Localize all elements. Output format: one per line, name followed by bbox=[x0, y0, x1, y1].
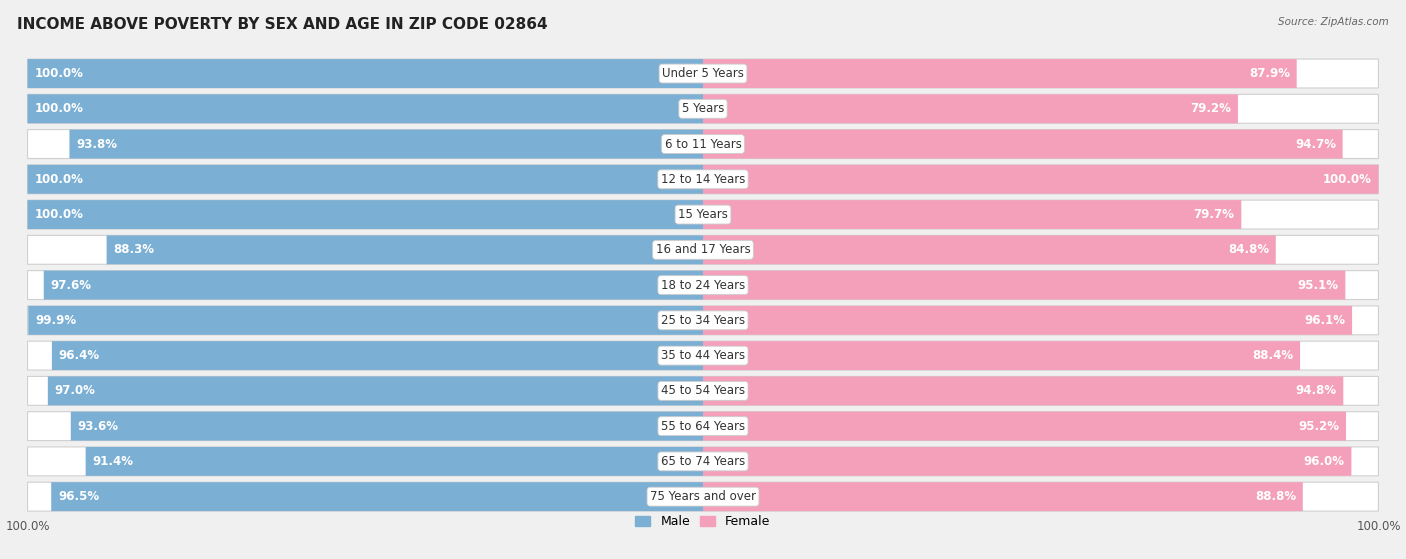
FancyBboxPatch shape bbox=[28, 447, 1378, 476]
FancyBboxPatch shape bbox=[28, 306, 703, 335]
Text: 18 to 24 Years: 18 to 24 Years bbox=[661, 278, 745, 292]
FancyBboxPatch shape bbox=[28, 59, 1378, 88]
Text: 35 to 44 Years: 35 to 44 Years bbox=[661, 349, 745, 362]
FancyBboxPatch shape bbox=[28, 165, 1378, 194]
Legend: Male, Female: Male, Female bbox=[630, 510, 776, 533]
FancyBboxPatch shape bbox=[703, 411, 1346, 440]
FancyBboxPatch shape bbox=[703, 94, 1237, 123]
FancyBboxPatch shape bbox=[703, 235, 1275, 264]
FancyBboxPatch shape bbox=[28, 411, 1378, 440]
FancyBboxPatch shape bbox=[703, 376, 1343, 405]
FancyBboxPatch shape bbox=[703, 200, 1241, 229]
FancyBboxPatch shape bbox=[703, 306, 1353, 335]
Text: 79.2%: 79.2% bbox=[1191, 102, 1232, 115]
Text: 87.9%: 87.9% bbox=[1249, 67, 1289, 80]
Text: 100.0%: 100.0% bbox=[34, 67, 83, 80]
FancyBboxPatch shape bbox=[28, 94, 1378, 123]
Text: INCOME ABOVE POVERTY BY SEX AND AGE IN ZIP CODE 02864: INCOME ABOVE POVERTY BY SEX AND AGE IN Z… bbox=[17, 17, 547, 32]
Text: 94.7%: 94.7% bbox=[1295, 138, 1336, 150]
Text: Source: ZipAtlas.com: Source: ZipAtlas.com bbox=[1278, 17, 1389, 27]
Text: 96.1%: 96.1% bbox=[1305, 314, 1346, 327]
FancyBboxPatch shape bbox=[28, 341, 1378, 370]
Text: 88.4%: 88.4% bbox=[1253, 349, 1294, 362]
Text: Under 5 Years: Under 5 Years bbox=[662, 67, 744, 80]
FancyBboxPatch shape bbox=[28, 376, 1378, 405]
FancyBboxPatch shape bbox=[703, 130, 1343, 159]
Text: 100.0%: 100.0% bbox=[1323, 173, 1372, 186]
FancyBboxPatch shape bbox=[28, 235, 1378, 264]
Text: 96.0%: 96.0% bbox=[1303, 455, 1344, 468]
Text: 96.4%: 96.4% bbox=[59, 349, 100, 362]
Text: 84.8%: 84.8% bbox=[1227, 243, 1270, 257]
Text: 5 Years: 5 Years bbox=[682, 102, 724, 115]
Text: 91.4%: 91.4% bbox=[93, 455, 134, 468]
FancyBboxPatch shape bbox=[703, 341, 1301, 370]
FancyBboxPatch shape bbox=[86, 447, 703, 476]
Text: 93.6%: 93.6% bbox=[77, 420, 118, 433]
Text: 99.9%: 99.9% bbox=[35, 314, 76, 327]
FancyBboxPatch shape bbox=[52, 341, 703, 370]
Text: 79.7%: 79.7% bbox=[1194, 208, 1234, 221]
FancyBboxPatch shape bbox=[28, 94, 703, 123]
Text: 97.0%: 97.0% bbox=[55, 385, 96, 397]
FancyBboxPatch shape bbox=[703, 447, 1351, 476]
Text: 12 to 14 Years: 12 to 14 Years bbox=[661, 173, 745, 186]
FancyBboxPatch shape bbox=[28, 165, 703, 194]
Text: 75 Years and over: 75 Years and over bbox=[650, 490, 756, 503]
Text: 16 and 17 Years: 16 and 17 Years bbox=[655, 243, 751, 257]
Text: 95.2%: 95.2% bbox=[1298, 420, 1340, 433]
Text: 15 Years: 15 Years bbox=[678, 208, 728, 221]
FancyBboxPatch shape bbox=[703, 271, 1346, 300]
Text: 94.8%: 94.8% bbox=[1295, 385, 1337, 397]
FancyBboxPatch shape bbox=[28, 271, 1378, 300]
FancyBboxPatch shape bbox=[28, 306, 1378, 335]
FancyBboxPatch shape bbox=[28, 482, 1378, 511]
FancyBboxPatch shape bbox=[48, 376, 703, 405]
FancyBboxPatch shape bbox=[69, 130, 703, 159]
Text: 45 to 54 Years: 45 to 54 Years bbox=[661, 385, 745, 397]
FancyBboxPatch shape bbox=[703, 165, 1378, 194]
FancyBboxPatch shape bbox=[28, 200, 703, 229]
Text: 95.1%: 95.1% bbox=[1298, 278, 1339, 292]
Text: 97.6%: 97.6% bbox=[51, 278, 91, 292]
FancyBboxPatch shape bbox=[70, 411, 703, 440]
Text: 100.0%: 100.0% bbox=[34, 102, 83, 115]
Text: 88.3%: 88.3% bbox=[114, 243, 155, 257]
Text: 65 to 74 Years: 65 to 74 Years bbox=[661, 455, 745, 468]
Text: 88.8%: 88.8% bbox=[1256, 490, 1296, 503]
Text: 100.0%: 100.0% bbox=[34, 208, 83, 221]
FancyBboxPatch shape bbox=[28, 130, 1378, 159]
FancyBboxPatch shape bbox=[107, 235, 703, 264]
Text: 6 to 11 Years: 6 to 11 Years bbox=[665, 138, 741, 150]
FancyBboxPatch shape bbox=[703, 59, 1296, 88]
FancyBboxPatch shape bbox=[703, 482, 1303, 511]
Text: 96.5%: 96.5% bbox=[58, 490, 98, 503]
FancyBboxPatch shape bbox=[28, 59, 703, 88]
FancyBboxPatch shape bbox=[28, 200, 1378, 229]
Text: 55 to 64 Years: 55 to 64 Years bbox=[661, 420, 745, 433]
Text: 93.8%: 93.8% bbox=[76, 138, 117, 150]
Text: 25 to 34 Years: 25 to 34 Years bbox=[661, 314, 745, 327]
Text: 100.0%: 100.0% bbox=[34, 173, 83, 186]
FancyBboxPatch shape bbox=[44, 271, 703, 300]
FancyBboxPatch shape bbox=[51, 482, 703, 511]
